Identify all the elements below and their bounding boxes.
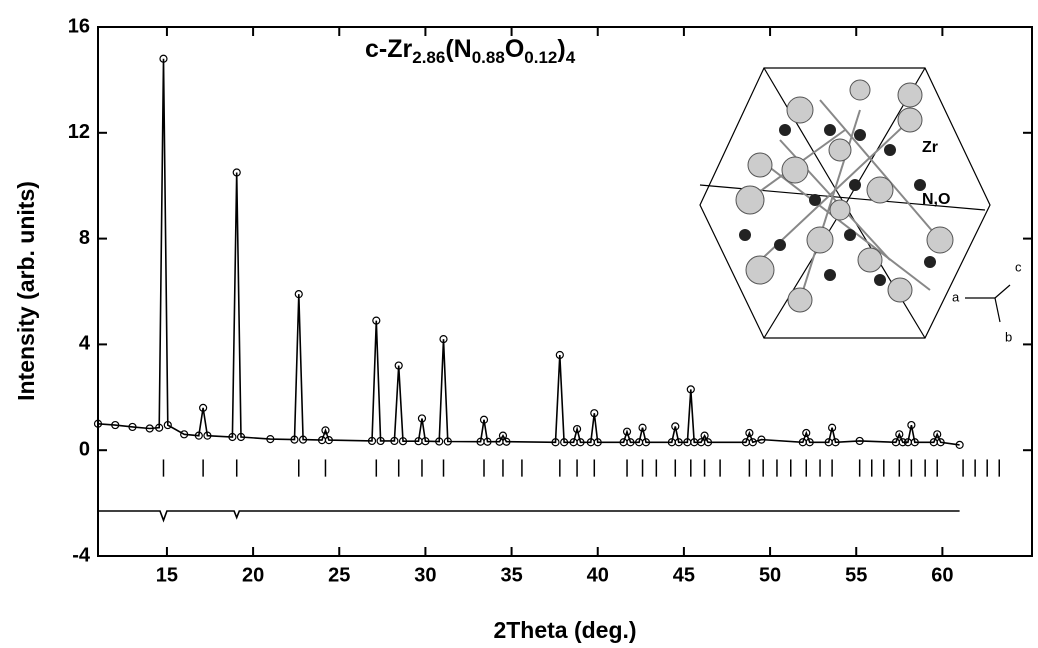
crystal-inset bbox=[700, 68, 1010, 338]
x-tick-label: 15 bbox=[156, 564, 178, 586]
x-tick-label: 25 bbox=[328, 564, 350, 586]
inset-label: a bbox=[952, 289, 960, 304]
x-tick-label: 45 bbox=[673, 564, 695, 586]
inset-label: Zr bbox=[922, 139, 938, 156]
page: c-Zr2.86(N0.88O0.12)4 2Theta (deg.) Inte… bbox=[0, 0, 1038, 648]
inset-label: c bbox=[1015, 259, 1022, 274]
inset-label: N,O bbox=[922, 191, 950, 208]
x-tick-label: 20 bbox=[242, 564, 264, 586]
x-tick-label: 50 bbox=[759, 564, 781, 586]
y-tick-label: 4 bbox=[79, 333, 91, 355]
x-tick-label: 40 bbox=[587, 564, 609, 586]
title-part: O bbox=[505, 35, 524, 63]
inset-label: b bbox=[1005, 329, 1012, 344]
title-part: (N bbox=[445, 35, 471, 63]
title-part: c-Zr bbox=[365, 35, 413, 63]
title-part: ) bbox=[557, 35, 565, 63]
chart: c-Zr2.86(N0.88O0.12)4 2Theta (deg.) Inte… bbox=[0, 0, 1038, 648]
x-tick-label: 35 bbox=[500, 564, 522, 586]
x-axis-label: 2Theta (deg.) bbox=[493, 617, 636, 643]
title-subscript: 0.12 bbox=[524, 48, 557, 67]
x-tick-label: 30 bbox=[414, 564, 436, 586]
x-tick-label: 60 bbox=[931, 564, 953, 586]
x-tick-label: 55 bbox=[845, 564, 867, 586]
title-subscript: 2.86 bbox=[412, 48, 445, 67]
chart-title: c-Zr2.86(N0.88O0.12)4 bbox=[365, 35, 576, 68]
y-tick-label: 12 bbox=[68, 121, 90, 143]
title-subscript: 0.88 bbox=[472, 48, 505, 67]
y-axis-label: Intensity (arb. units) bbox=[13, 181, 39, 401]
y-tick-label: 0 bbox=[79, 438, 90, 460]
y-tick-label: -4 bbox=[72, 544, 91, 566]
title-subscript: 4 bbox=[566, 48, 576, 67]
difference-line bbox=[98, 511, 960, 520]
y-tick-label: 8 bbox=[79, 227, 90, 249]
y-tick-label: 16 bbox=[68, 15, 90, 37]
observed-line bbox=[98, 59, 960, 445]
